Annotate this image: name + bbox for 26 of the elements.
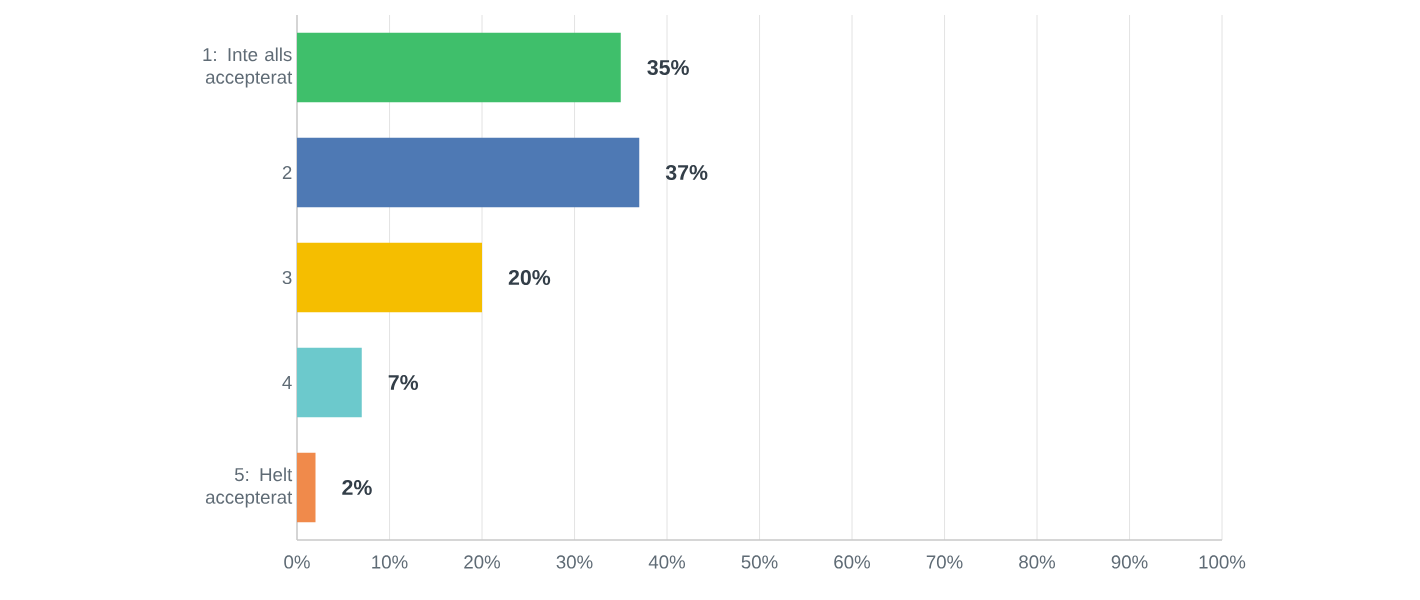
y-tick-label: 2 [282,165,292,180]
data-label: 7% [388,375,419,391]
x-tick-label: 30% [556,555,593,569]
data-label: 35% [647,59,689,76]
x-tick-label: 40% [648,555,686,569]
data-label: 37% [665,164,708,181]
y-tick-label: 5: Helt accepterat [205,467,293,508]
x-tick-label: 70% [926,555,963,569]
x-tick-label: 100% [1199,555,1246,569]
x-tick-label: 20% [464,555,501,569]
y-tick-label: 4 [282,376,292,389]
x-tick-label: 90% [1111,555,1148,569]
bar [297,347,362,418]
bar [297,137,640,208]
y-tick-label: 1: Inte alls accepterat [203,47,293,88]
x-tick-label: 60% [834,555,871,569]
bar [297,242,483,313]
x-tick-label: 80% [1019,555,1056,569]
data-label: 2% [342,479,372,496]
x-tick-label: 10% [372,555,408,569]
y-tick-label: 3 [282,270,292,285]
data-label: 20% [508,269,551,286]
x-tick-label: 0% [284,555,310,569]
bar [297,32,621,103]
x-tick-label: 50% [741,555,778,569]
bar [297,452,316,523]
